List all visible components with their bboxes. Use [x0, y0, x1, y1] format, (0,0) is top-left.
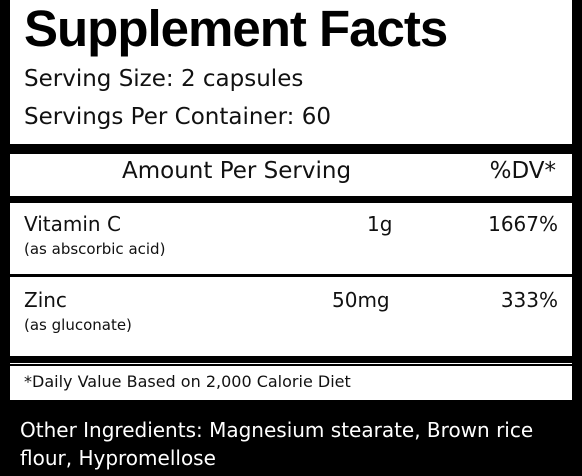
nutrient-amount: 50mg [332, 288, 390, 312]
servings-per-container: Servings Per Container: 60 [24, 104, 331, 130]
nutrient-table: Amount Per Serving %DV* Vitamin C (as ab… [10, 154, 572, 364]
serving-info: Serving Size: 2 capsules Servings Per Co… [10, 62, 572, 144]
daily-value-footnote: *Daily Value Based on 2,000 Calorie Diet [24, 372, 351, 391]
nutrient-dv: 1667% [488, 212, 558, 236]
nutrient-source: (as abscorbic acid) [24, 240, 166, 258]
table-bottom-rule [10, 356, 572, 363]
nutrient-name: Zinc [24, 288, 67, 312]
panel-title: Supplement Facts [10, 0, 572, 62]
other-ingredients: Other Ingredients: Magnesium stearate, B… [20, 418, 534, 470]
row-divider [10, 274, 572, 277]
nutrient-name: Vitamin C [24, 212, 121, 236]
header-daily-value: %DV* [489, 158, 556, 184]
nutrient-source: (as gluconate) [24, 316, 132, 334]
header-amount-per-serving: Amount Per Serving [122, 158, 352, 184]
footnote-block: *Daily Value Based on 2,000 Calorie Diet [10, 366, 572, 400]
nutrient-dv: 333% [500, 288, 558, 312]
nutrient-amount: 1g [367, 212, 393, 236]
serving-size: Serving Size: 2 capsules [24, 66, 304, 92]
header-divider [10, 196, 572, 203]
